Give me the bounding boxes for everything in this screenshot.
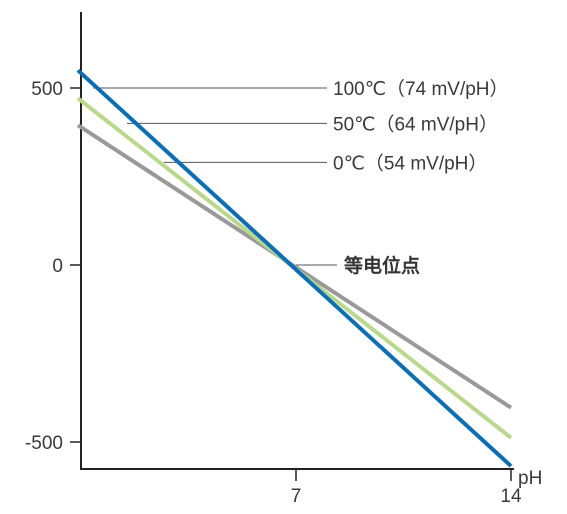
series-annotation-label: 50℃（64 mV/pH） bbox=[333, 113, 498, 135]
series-line bbox=[76, 68, 513, 468]
series-annotation-label: 0℃（54 mV/pH） bbox=[333, 152, 487, 174]
series-annotation-label: 100℃（74 mV/pH） bbox=[333, 78, 509, 100]
isopotential-point-label: 等电位点 bbox=[343, 254, 420, 277]
y-tick-label: -500 bbox=[25, 433, 63, 454]
x-axis-label: pH bbox=[518, 468, 542, 489]
y-tick-label: 500 bbox=[31, 79, 63, 100]
x-tick-label: 7 bbox=[291, 486, 302, 507]
x-tick-label: 14 bbox=[500, 486, 522, 507]
y-tick-label: 0 bbox=[52, 256, 63, 277]
